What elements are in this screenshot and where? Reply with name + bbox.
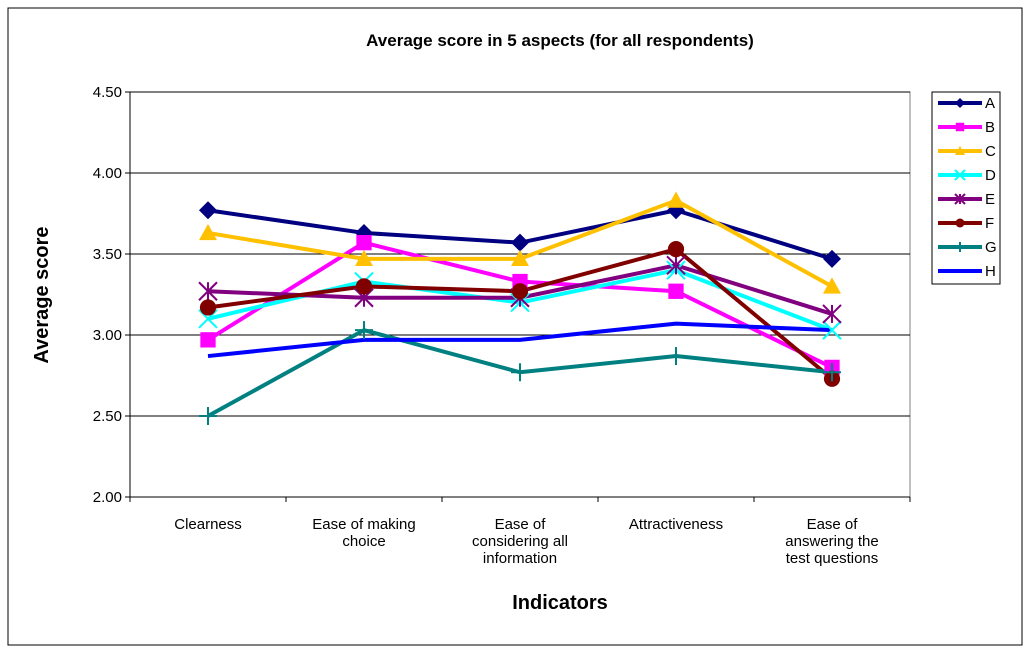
legend-label: B — [985, 119, 995, 136]
marker — [511, 363, 529, 382]
marker — [822, 304, 842, 324]
marker — [823, 277, 841, 294]
marker-part — [667, 241, 685, 258]
marker — [668, 283, 684, 299]
marker — [356, 235, 372, 251]
marker-part — [955, 218, 965, 228]
marker — [822, 320, 842, 340]
marker-part — [955, 146, 965, 155]
legend-label: D — [985, 167, 996, 184]
x-tick-label: Attractiveness — [629, 516, 723, 533]
legend-box — [931, 91, 1001, 285]
marker-part — [199, 223, 217, 241]
y-tick-label: 2.00 — [93, 489, 122, 506]
marker — [955, 146, 965, 155]
marker-part — [822, 320, 842, 340]
marker — [667, 347, 685, 366]
marker-part — [955, 98, 965, 108]
marker — [667, 241, 685, 258]
marker — [355, 321, 373, 340]
marker-part — [955, 122, 965, 132]
marker-part — [199, 299, 217, 316]
marker — [511, 283, 529, 300]
marker-part — [511, 233, 529, 252]
marker — [955, 218, 965, 228]
marker-part — [668, 283, 684, 299]
marker-part — [511, 249, 529, 267]
marker-part — [954, 169, 966, 181]
y-tick-label: 3.00 — [93, 327, 122, 344]
legend-label: A — [985, 95, 995, 112]
y-tick-label: 2.50 — [93, 408, 122, 425]
marker — [511, 233, 529, 252]
marker-part — [823, 277, 841, 294]
y-tick-label: 4.50 — [93, 84, 122, 101]
x-axis-label: Indicators — [512, 592, 608, 614]
marker-part — [355, 278, 373, 295]
series-line — [207, 321, 833, 359]
marker-part — [511, 283, 529, 300]
marker — [355, 278, 373, 295]
marker — [955, 98, 965, 108]
marker — [511, 249, 529, 267]
marker — [955, 122, 965, 132]
marker-part — [355, 249, 373, 267]
y-tick-label: 3.50 — [93, 246, 122, 263]
legend-label: C — [985, 143, 996, 160]
marker-part — [356, 235, 372, 251]
marker — [199, 407, 217, 425]
marker-part — [200, 332, 216, 348]
legend-label: H — [985, 263, 996, 280]
legend-label: G — [985, 239, 997, 256]
marker — [954, 169, 966, 181]
marker — [198, 281, 218, 301]
legend-label: F — [985, 215, 994, 232]
x-tick-label: Ease of making choice — [312, 516, 415, 550]
x-tick-label: Ease of answering the test questions — [785, 516, 878, 567]
marker — [199, 223, 217, 241]
marker — [823, 363, 841, 382]
marker-part — [199, 201, 217, 220]
marker — [355, 249, 373, 267]
y-tick-label: 4.00 — [93, 165, 122, 182]
x-tick-label: Clearness — [174, 516, 242, 533]
marker — [200, 332, 216, 348]
marker-part — [823, 249, 841, 268]
marker — [667, 191, 685, 208]
marker — [199, 299, 217, 316]
marker — [955, 242, 965, 252]
chart-title: Average score in 5 aspects (for all resp… — [366, 31, 754, 50]
marker — [823, 249, 841, 268]
marker — [954, 193, 966, 205]
marker-part — [667, 191, 685, 208]
legend-label: E — [985, 191, 995, 208]
x-tick-label: Ease of considering all information — [472, 516, 568, 567]
marker — [199, 201, 217, 220]
y-axis-label: Average score — [31, 226, 53, 363]
marker — [666, 255, 686, 276]
